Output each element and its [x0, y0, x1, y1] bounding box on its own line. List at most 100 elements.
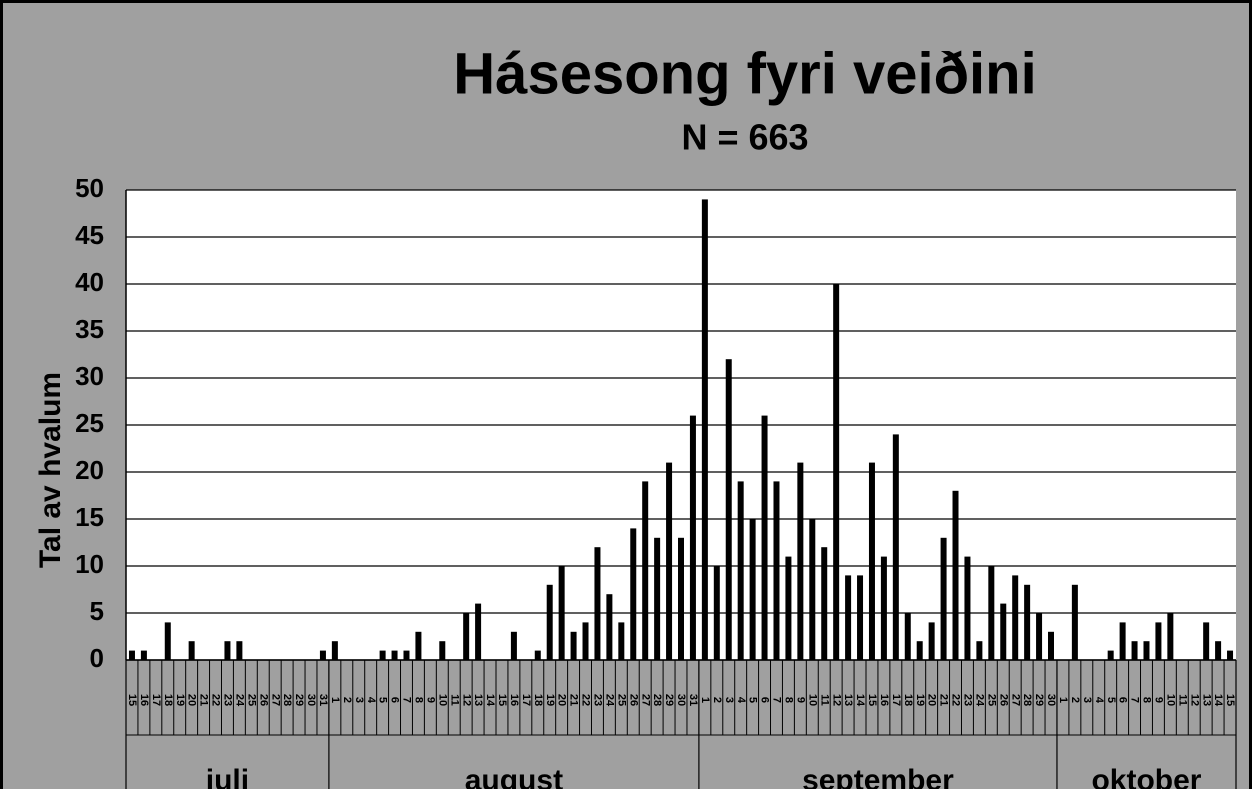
x-tick-label: 15 — [866, 694, 878, 706]
x-tick-label: 7 — [401, 697, 413, 703]
x-tick-label: 23 — [222, 694, 234, 706]
bar — [916, 641, 923, 660]
x-tick-label: 15 — [126, 694, 138, 706]
x-tick-label: 25 — [985, 694, 997, 706]
bar — [140, 650, 147, 660]
x-tick-label: 17 — [890, 694, 902, 706]
bar — [188, 641, 195, 660]
x-tick-label: 1 — [699, 697, 711, 703]
x-tick-label: 19 — [174, 694, 186, 706]
bar — [797, 462, 804, 660]
bar — [475, 603, 482, 660]
x-tick-label: 12 — [460, 694, 472, 706]
bar — [928, 622, 935, 660]
bar — [857, 575, 864, 660]
x-tick-label: 2 — [711, 697, 723, 703]
x-tick-label: 12 — [830, 694, 842, 706]
bar — [666, 462, 673, 660]
bar — [1167, 613, 1174, 660]
month-label: august — [465, 764, 563, 789]
x-tick-label: 24 — [973, 694, 985, 707]
x-tick-label: 19 — [544, 694, 556, 706]
bar — [940, 537, 947, 660]
x-tick-label: 27 — [1009, 694, 1021, 706]
x-tick-label: 22 — [950, 694, 962, 706]
y-tick-label: 25 — [75, 408, 104, 438]
x-tick-label: 2 — [1069, 697, 1081, 703]
x-tick-label: 18 — [902, 694, 914, 706]
x-tick-label: 19 — [914, 694, 926, 706]
bar — [785, 556, 792, 660]
bar — [892, 434, 899, 660]
bar — [821, 547, 828, 660]
x-tick-label: 9 — [1153, 697, 1165, 703]
bar — [1012, 575, 1019, 660]
x-tick-label: 22 — [580, 694, 592, 706]
x-tick-label: 14 — [484, 694, 496, 707]
bar — [236, 641, 243, 660]
bar — [1227, 650, 1234, 660]
x-tick-label: 5 — [377, 697, 389, 703]
x-tick-label: 13 — [472, 694, 484, 706]
x-tick-label: 9 — [424, 697, 436, 703]
y-tick-label: 15 — [75, 502, 104, 532]
x-tick-label: 7 — [771, 697, 783, 703]
bar — [606, 594, 613, 660]
x-tick-label: 13 — [842, 694, 854, 706]
bar — [1203, 622, 1210, 660]
x-tick-label: 23 — [592, 694, 604, 706]
x-tick-label: 9 — [794, 697, 806, 703]
bar — [379, 650, 386, 660]
x-tick-label: 21 — [938, 694, 950, 706]
x-tick-label: 8 — [413, 697, 425, 703]
bar — [988, 566, 995, 660]
x-tick-label: 4 — [1093, 697, 1105, 704]
x-tick-label: 13 — [1200, 694, 1212, 706]
bar — [833, 284, 840, 660]
x-tick-label: 27 — [269, 694, 281, 706]
x-tick-label: 28 — [281, 694, 293, 706]
bar — [1143, 641, 1150, 660]
x-tick-label: 15 — [1224, 694, 1236, 706]
bar — [880, 556, 887, 660]
y-tick-label: 35 — [75, 314, 104, 344]
bar — [904, 613, 911, 660]
x-tick-label: 25 — [615, 694, 627, 706]
y-tick-label: 40 — [75, 267, 104, 297]
bar — [224, 641, 231, 660]
x-tick-label: 3 — [353, 697, 365, 703]
x-tick-label: 14 — [854, 694, 866, 707]
bar — [1071, 584, 1078, 660]
x-tick-label: 27 — [639, 694, 651, 706]
bar — [976, 641, 983, 660]
bar — [1048, 631, 1054, 660]
y-tick-label: 50 — [75, 173, 104, 203]
bar — [558, 566, 565, 660]
bar — [1036, 613, 1043, 660]
bar — [952, 490, 959, 660]
x-tick-label: 22 — [210, 694, 222, 706]
bar — [582, 622, 589, 660]
x-tick-label: 30 — [675, 694, 687, 706]
month-label: juli — [205, 764, 249, 789]
bar — [868, 462, 875, 660]
x-tick-label: 5 — [1105, 697, 1117, 703]
x-tick-label: 29 — [1033, 694, 1045, 706]
y-tick-label: 10 — [75, 549, 104, 579]
bar — [845, 575, 852, 660]
bar — [725, 359, 732, 660]
y-tick-label: 0 — [90, 643, 104, 673]
y-tick-label: 30 — [75, 361, 104, 391]
bar — [654, 537, 661, 660]
x-tick-label: 10 — [436, 694, 448, 706]
bar — [701, 199, 708, 660]
x-tick-label: 14 — [1212, 694, 1224, 707]
bar — [1119, 622, 1126, 660]
bar — [642, 481, 649, 660]
x-tick-label: 30 — [305, 694, 317, 706]
x-tick-label: 26 — [627, 694, 639, 706]
chart-subtitle: N = 663 — [681, 117, 808, 158]
x-tick-label: 11 — [1176, 694, 1188, 706]
bar — [749, 519, 756, 660]
